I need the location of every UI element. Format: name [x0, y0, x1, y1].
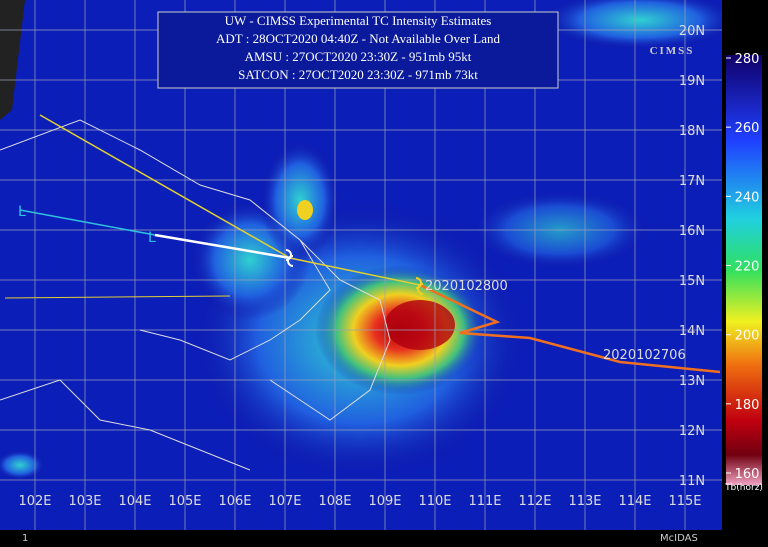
colorbar-tick-label: 280 [735, 52, 760, 67]
latitude-label: 12N [679, 424, 705, 439]
logo: CIMSS [650, 45, 695, 57]
latitude-label: 16N [679, 224, 705, 239]
best-track [419, 283, 721, 374]
colorbar-tick-label: 180 [735, 398, 760, 413]
colorbar-tick-label: 220 [735, 260, 760, 275]
colorbar-label: Tb(horz) [724, 483, 763, 493]
colorbar-tick-label: 200 [735, 329, 760, 344]
header-line: UW - CIMSS Experimental TC Intensity Est… [225, 13, 492, 28]
longitude-label: 114E [618, 494, 651, 509]
old-track [4, 295, 231, 299]
colorbar [726, 55, 762, 485]
track-label: 2020102706 [603, 348, 686, 363]
track-label: 2020102800 [425, 279, 508, 294]
colorbar-tick-label: 160 [735, 467, 760, 482]
latitude-label: 14N [679, 324, 705, 339]
longitude-label: 108E [318, 494, 351, 509]
longitude-label: 105E [168, 494, 201, 509]
latitude-label: 19N [679, 74, 705, 89]
header-line: AMSU : 27OCT2020 23:30Z - 951mb 95kt [245, 49, 472, 64]
colorbar-ticks: 280 260 240 220 200 180 160 [726, 52, 759, 482]
storm-symbol [285, 249, 294, 267]
longitude-label: 115E [668, 494, 701, 509]
longitude-label: 104E [118, 494, 151, 509]
longitude-label: 102E [18, 494, 51, 509]
past-track [154, 233, 291, 260]
longitude-label: 109E [368, 494, 401, 509]
info-box [157, 11, 559, 89]
longitude-label: 106E [218, 494, 251, 509]
software-label: McIDAS [660, 533, 698, 544]
low-marker: L [148, 230, 156, 246]
storm-symbol [415, 277, 424, 295]
latitude-label: 20N [679, 24, 705, 39]
longitude-label: 110E [418, 494, 451, 509]
longitude-label: 112E [518, 494, 551, 509]
longitude-label: 111E [468, 494, 501, 509]
colorbar-tick-label: 240 [735, 190, 760, 205]
longitude-label: 113E [568, 494, 601, 509]
latitude-label: 13N [679, 374, 705, 389]
coastlines [0, 119, 391, 471]
latitude-label: 15N [679, 274, 705, 289]
frame-number: 1 [22, 533, 28, 544]
longitude-label: 103E [68, 494, 101, 509]
header-line: ADT : 28OCT2020 04:40Z - Not Available O… [216, 31, 501, 46]
footer [0, 530, 722, 547]
latitude-label: 18N [679, 124, 705, 139]
low-marker: L [18, 204, 26, 220]
latitude-label: 17N [679, 174, 705, 189]
longitude-label: 107E [268, 494, 301, 509]
grid [0, 0, 722, 530]
header: UW - CIMSS Experimental TC Intensity Est… [216, 13, 501, 82]
tracks [4, 114, 721, 374]
colorbar-tick-label: 260 [735, 121, 760, 136]
header-line: SATCON : 27OCT2020 23:30Z - 971mb 73kt [238, 67, 478, 82]
latitude-label: 11N [679, 474, 705, 489]
low-track [19, 209, 156, 236]
